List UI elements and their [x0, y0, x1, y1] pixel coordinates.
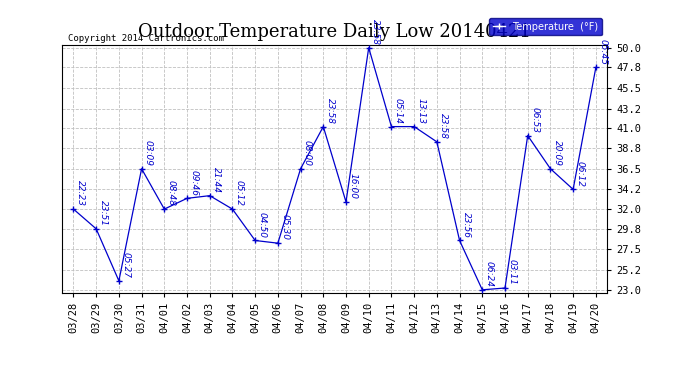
Text: 23:51: 23:51: [99, 200, 108, 226]
Text: 08:48: 08:48: [167, 180, 176, 206]
Text: 08:00: 08:00: [303, 140, 312, 166]
Text: 05:12: 05:12: [235, 180, 244, 206]
Title: Outdoor Temperature Daily Low 20140421: Outdoor Temperature Daily Low 20140421: [138, 22, 531, 40]
Text: 06:53: 06:53: [530, 107, 539, 133]
Text: 20:09: 20:09: [553, 140, 562, 166]
Text: 05:45: 05:45: [598, 39, 607, 64]
Text: 05:14: 05:14: [394, 98, 403, 124]
Text: 04:50: 04:50: [257, 212, 266, 238]
Text: Copyright 2014 Cartronics.com: Copyright 2014 Cartronics.com: [68, 33, 224, 42]
Text: 03:09: 03:09: [144, 140, 153, 166]
Text: 22:23: 22:23: [76, 180, 85, 206]
Legend: Temperature  (°F): Temperature (°F): [489, 18, 602, 36]
Text: 23:58: 23:58: [326, 98, 335, 124]
Text: 13:13: 13:13: [417, 98, 426, 124]
Text: 21:44: 21:44: [213, 167, 221, 193]
Text: 23:58: 23:58: [371, 19, 380, 45]
Text: 06:24: 06:24: [485, 261, 494, 287]
Text: 09:46: 09:46: [190, 170, 199, 196]
Text: 23:58: 23:58: [440, 113, 449, 139]
Text: 06:12: 06:12: [575, 160, 584, 187]
Text: 23:56: 23:56: [462, 212, 471, 238]
Text: 03:11: 03:11: [507, 259, 516, 285]
Text: 05:30: 05:30: [280, 214, 289, 240]
Text: 05:27: 05:27: [121, 252, 130, 278]
Text: 16:00: 16:00: [348, 173, 357, 199]
